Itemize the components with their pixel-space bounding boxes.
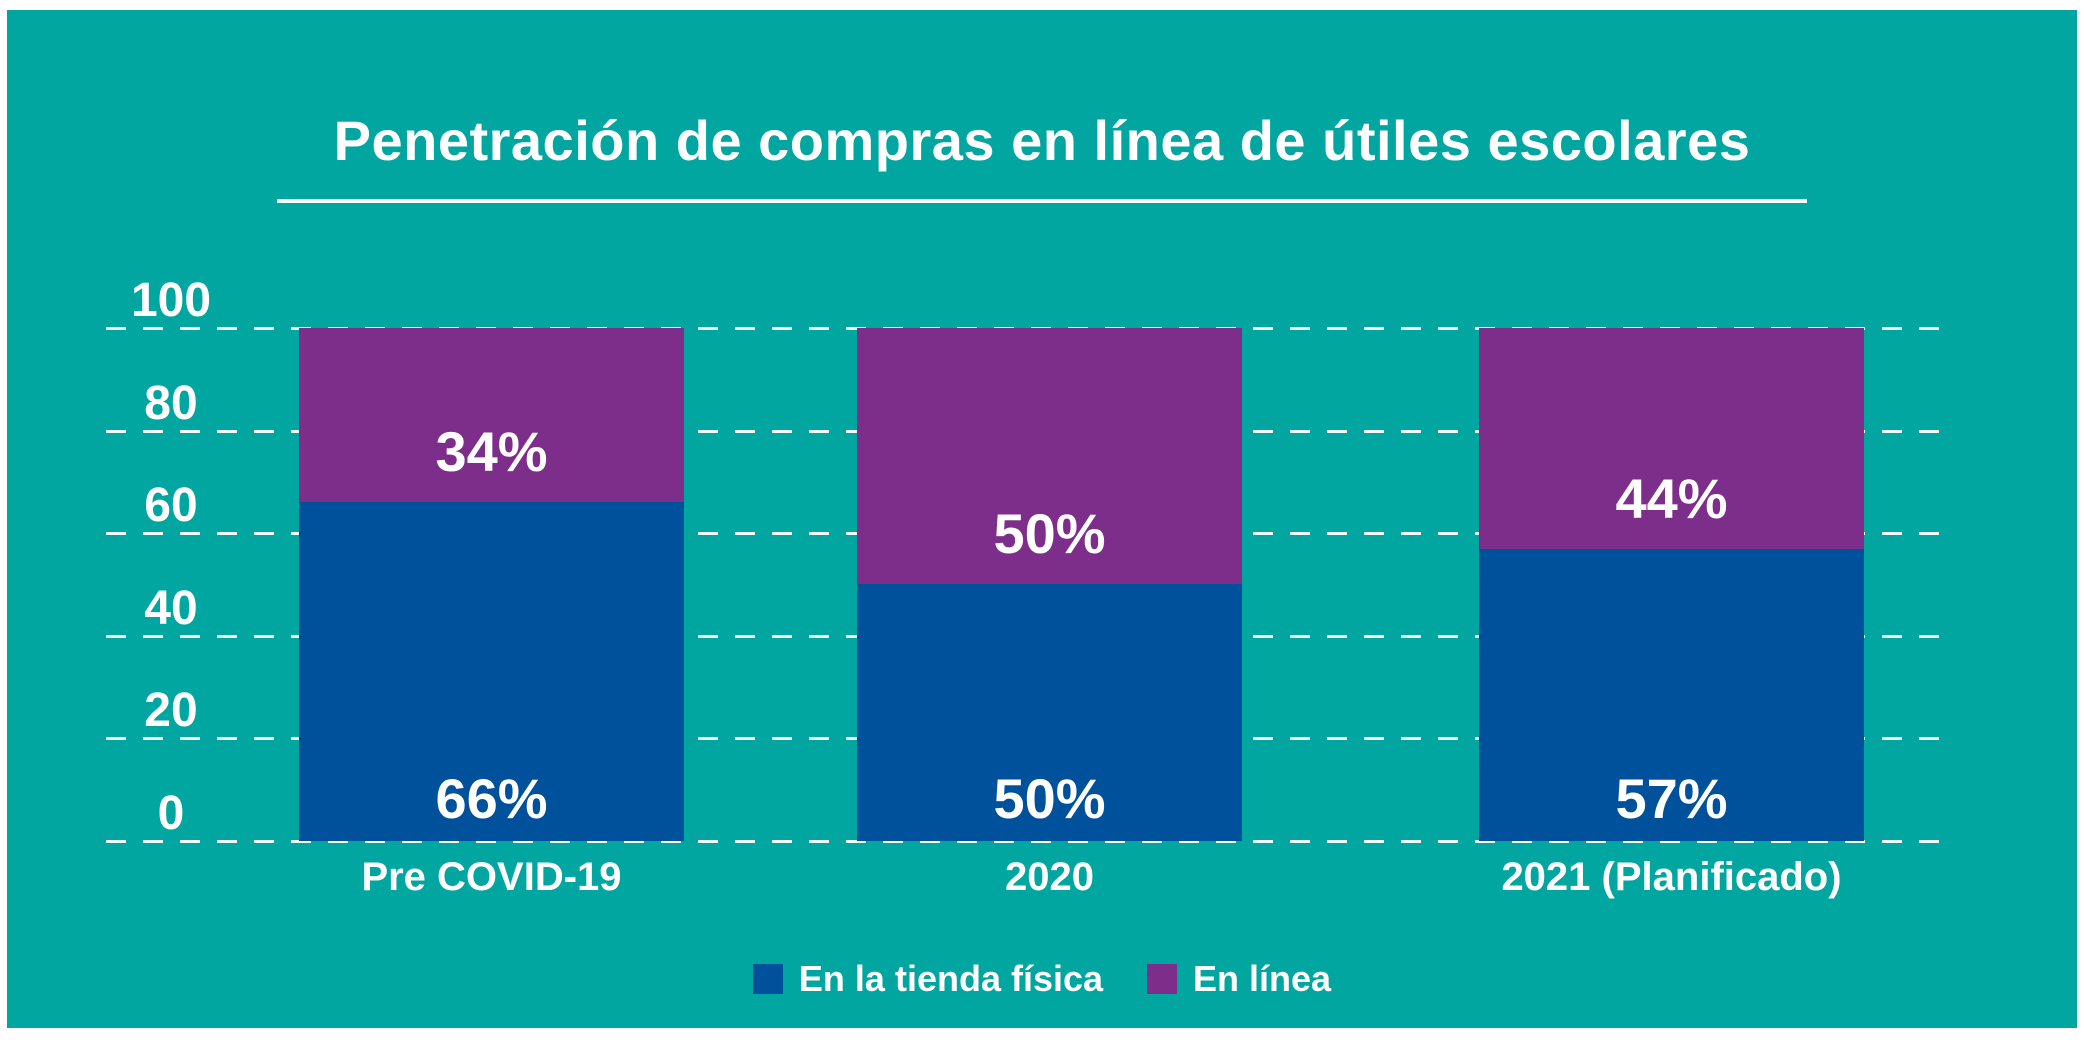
- segment-value-label-online: 34%: [435, 420, 548, 483]
- segment-value-label-store: 57%: [1615, 767, 1728, 830]
- bar-segment-online: [1479, 328, 1864, 549]
- bar-segment-online: [857, 328, 1242, 584]
- legend-swatch: [752, 964, 783, 994]
- title-underline: [277, 199, 1807, 203]
- y-axis-tick-label: 40: [144, 581, 198, 635]
- segment-value-label-online: 50%: [993, 502, 1106, 565]
- legend-swatch: [1147, 964, 1178, 994]
- y-axis-tick-label: 0: [157, 787, 185, 840]
- bar-segment-store: [299, 502, 684, 841]
- segment-value-label-store: 66%: [435, 767, 548, 830]
- gridline-0: [106, 840, 1942, 843]
- bar-pre-covid-19: 34% 66%: [299, 328, 684, 841]
- bar-2021-planificado-: 44% 57%: [1479, 328, 1864, 841]
- bar-segment-store: [857, 584, 1242, 841]
- y-axis-tick-label: 80: [144, 376, 198, 430]
- bar-2020: 50% 50%: [857, 328, 1242, 841]
- legend-item: En línea: [1147, 958, 1331, 1000]
- legend: En la tienda física En línea: [0, 958, 2084, 1000]
- y-axis-tick-label: 60: [144, 479, 198, 533]
- y-axis-tick-label: 20: [144, 684, 198, 738]
- category-label: 2021 (Planificado): [1501, 855, 1842, 899]
- legend-item: En la tienda física: [752, 958, 1104, 1000]
- segment-value-label-store: 50%: [993, 767, 1106, 830]
- bar-segment-online: [299, 328, 684, 502]
- chart-title: Penetración de compras en línea de útile…: [333, 109, 1751, 172]
- legend-label: En línea: [1193, 958, 1332, 999]
- category-label: 2020: [1005, 855, 1094, 899]
- legend-label: En la tienda física: [798, 958, 1104, 999]
- bar-segment-store: [1479, 549, 1864, 841]
- y-axis-tick-label: 100: [130, 274, 212, 327]
- category-label: Pre COVID-19: [361, 855, 622, 899]
- segment-value-label-online: 44%: [1615, 467, 1728, 530]
